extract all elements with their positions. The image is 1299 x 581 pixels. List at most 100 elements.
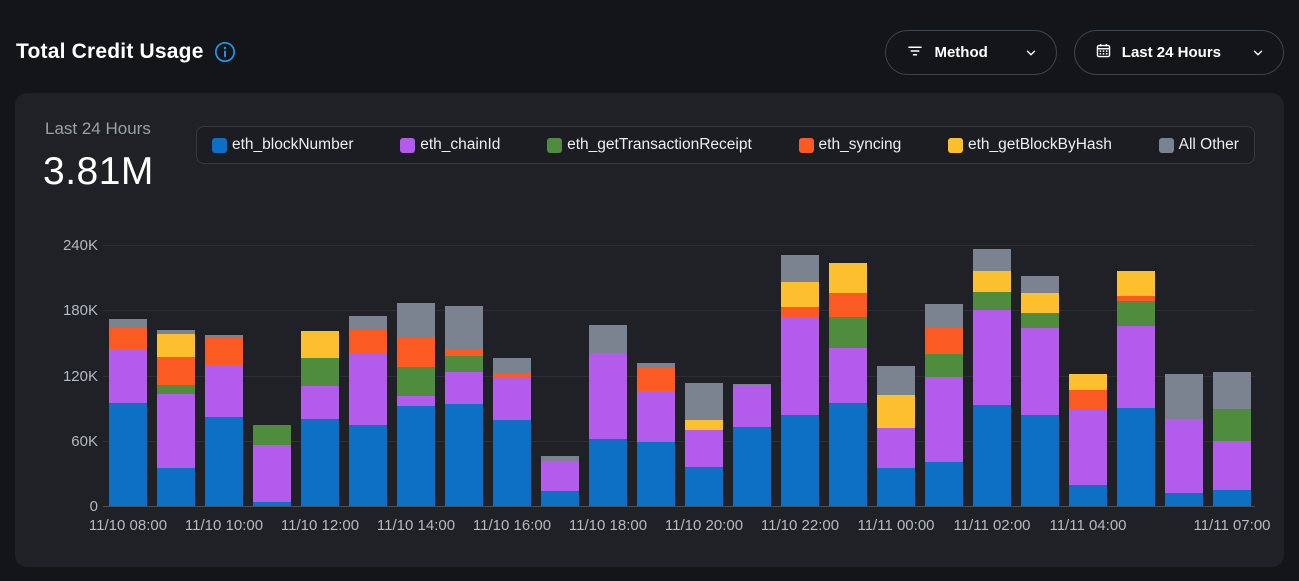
bar-segment-eth_syncing (445, 349, 483, 356)
bar-segment-eth_blockNumber (973, 404, 1011, 507)
bar-11/10 13:00[interactable] (349, 315, 387, 507)
bar-segment-eth_chainId (925, 376, 963, 463)
legend-item-All Other[interactable]: All Other (1158, 136, 1239, 154)
bar-segment-eth_chainId (781, 316, 819, 415)
bar-segment-eth_chainId (685, 429, 723, 467)
bar-segment-eth_syncing (205, 337, 243, 366)
x-tick-label: 11/10 08:00 (88, 517, 168, 534)
bar-11/10 16:00[interactable] (493, 358, 531, 507)
stacked-bar-chart (103, 245, 1255, 507)
bar-segment-eth_blockNumber (157, 467, 195, 507)
method-filter-dropdown[interactable]: Method (885, 30, 1057, 75)
x-tick-label: 11/10 10:00 (184, 517, 264, 534)
bar-segment-eth_getBlockByHash (829, 263, 867, 293)
bar-segment-eth_blockNumber (1213, 489, 1251, 507)
bar-segment-eth_chainId (493, 377, 531, 420)
bar-segment-All Other (349, 315, 387, 330)
bar-segment-eth_chainId (1069, 409, 1107, 486)
header: Total Credit Usage Method (0, 0, 1299, 93)
legend-label: All Other (1178, 136, 1239, 153)
bar-11/11 02:00[interactable] (973, 249, 1011, 507)
legend-item-eth_blockNumber[interactable]: eth_blockNumber (212, 136, 353, 154)
bar-segment-eth_chainId (829, 348, 867, 403)
bar-segment-eth_blockNumber (541, 490, 579, 507)
bar-11/10 12:00[interactable] (301, 330, 339, 507)
legend-swatch (798, 137, 814, 153)
bar-segment-eth_getBlockByHash (973, 271, 1011, 292)
bar-segment-eth_syncing (157, 356, 195, 386)
bar-segment-eth_blockNumber (925, 462, 963, 507)
header-filters: Method (885, 30, 1284, 75)
bar-11/10 15:00[interactable] (445, 305, 483, 507)
bar-segment-eth_chainId (109, 349, 147, 403)
y-tick-label: 180K (62, 302, 98, 320)
bar-segment-eth_getBlockByHash (1069, 374, 1107, 390)
bar-segment-eth_chainId (445, 372, 483, 404)
info-icon[interactable] (214, 41, 236, 63)
filter-lines-icon (906, 42, 924, 64)
bar-segment-eth_getTransactionReceipt (157, 385, 195, 394)
x-tick-label: 11/10 20:00 (664, 517, 744, 534)
bar-segment-eth_chainId (205, 365, 243, 417)
y-tick-label: 120K (62, 367, 98, 385)
legend-item-eth_chainId[interactable]: eth_chainId (400, 136, 500, 154)
bar-11/10 21:00[interactable] (733, 384, 771, 507)
bar-11/10 08:00[interactable] (109, 318, 147, 507)
bar-11/11 00:00[interactable] (877, 365, 915, 507)
bar-segment-eth_blockNumber (109, 402, 147, 507)
title-row: Total Credit Usage (16, 40, 236, 64)
bar-segment-All Other (445, 305, 483, 350)
bar-segment-All Other (1021, 276, 1059, 293)
bar-11/10 09:00[interactable] (157, 329, 195, 507)
bar-segment-eth_syncing (829, 292, 867, 317)
legend-label: eth_chainId (420, 136, 501, 153)
bar-segment-eth_getBlockByHash (157, 334, 195, 357)
legend-swatch (1158, 137, 1174, 153)
bar-segment-eth_getTransactionReceipt (301, 358, 339, 387)
bar-segment-eth_getTransactionReceipt (973, 291, 1011, 311)
bar-segment-eth_getTransactionReceipt (925, 353, 963, 377)
bar-11/11 03:00[interactable] (1021, 276, 1059, 507)
bar-11/11 06:00[interactable] (1165, 374, 1203, 507)
legend-item-eth_getBlockByHash[interactable]: eth_getBlockByHash (948, 136, 1112, 154)
bar-segment-eth_getTransactionReceipt (1213, 409, 1251, 441)
bar-11/10 19:00[interactable] (637, 363, 675, 507)
bar-segment-eth_syncing (397, 337, 435, 367)
bar-segment-eth_blockNumber (493, 420, 531, 507)
bar-11/10 20:00[interactable] (685, 383, 723, 507)
bar-segment-eth_syncing (493, 373, 531, 378)
x-axis: 11/10 08:00 11/10 10:00 11/10 12:00 11/10 1… (89, 517, 1271, 541)
bar-11/10 18:00[interactable] (589, 325, 627, 507)
bar-segment-eth_blockNumber (301, 418, 339, 507)
bar-11/11 04:00[interactable] (1069, 374, 1107, 507)
time-range-dropdown[interactable]: Last 24 Hours (1073, 30, 1284, 75)
bar-11/10 17:00[interactable] (541, 455, 579, 507)
bar-11/10 14:00[interactable] (397, 302, 435, 507)
bar-segment-eth_getBlockByHash (781, 281, 819, 307)
bar-segment-All Other (541, 455, 579, 462)
bar-segment-All Other (781, 254, 819, 282)
bar-11/10 10:00[interactable] (205, 335, 243, 507)
page-title: Total Credit Usage (16, 40, 204, 63)
bar-segment-All Other (205, 335, 243, 338)
bar-11/10 22:00[interactable] (781, 254, 819, 507)
bar-11/11 07:00[interactable] (1213, 372, 1251, 507)
x-tick-label: 11/11 04:00 (1049, 517, 1127, 534)
y-axis: 0 60K 120K 180K 240K (15, 93, 98, 567)
bar-segment-eth_syncing (109, 326, 147, 350)
bar-segment-eth_chainId (541, 461, 579, 491)
bar-segment-eth_syncing (637, 367, 675, 391)
legend-item-eth_getTransactionReceipt[interactable]: eth_getTransactionReceipt (547, 136, 752, 154)
bar-11/10 23:00[interactable] (829, 263, 867, 507)
bar-segment-eth_syncing (349, 329, 387, 354)
legend-item-eth_syncing[interactable]: eth_syncing (798, 136, 901, 154)
bar-11/11 05:00[interactable] (1117, 271, 1155, 507)
bar-11/10 11:00[interactable] (253, 425, 291, 507)
bar-segment-eth_chainId (637, 390, 675, 442)
y-tick-label: 60K (71, 432, 98, 450)
chevron-down-icon (1024, 46, 1038, 60)
bar-segment-eth_chainId (1165, 418, 1203, 493)
x-tick-label: 11/10 22:00 (760, 517, 840, 534)
bar-11/11 01:00[interactable] (925, 303, 963, 507)
bar-segment-All Other (1165, 374, 1203, 419)
